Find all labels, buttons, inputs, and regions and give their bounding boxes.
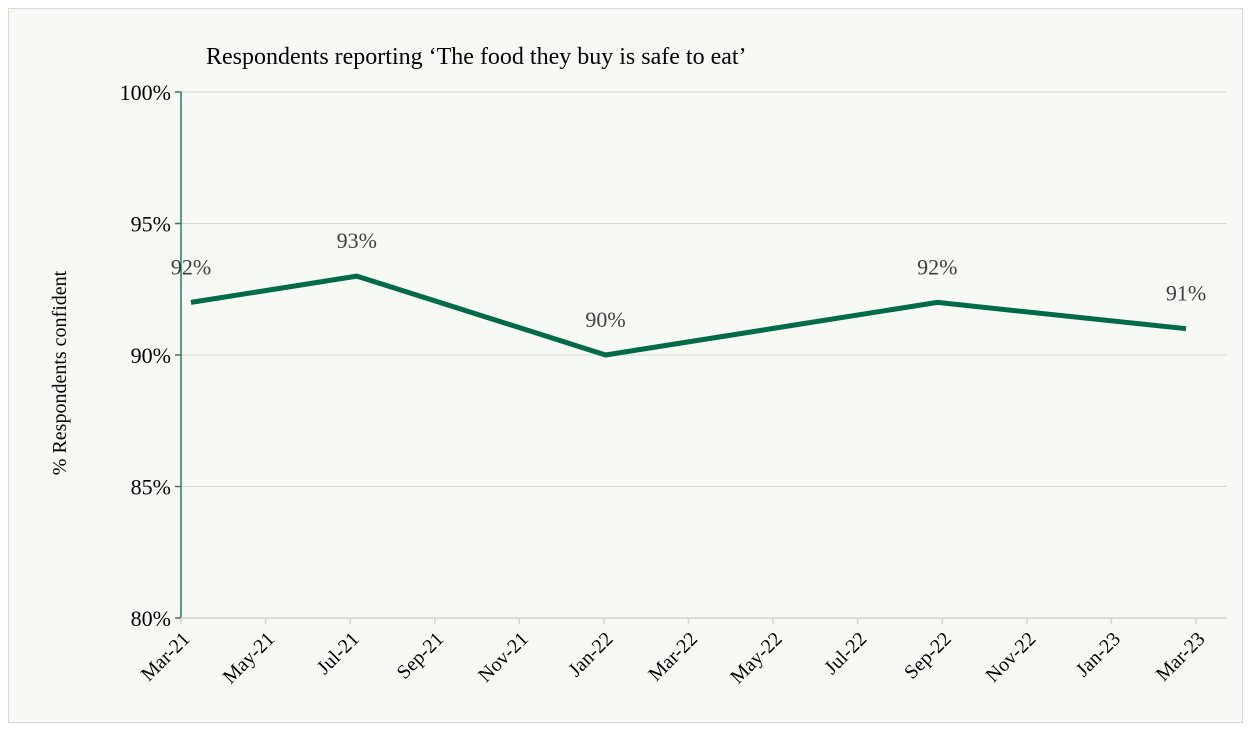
x-tick-label: Sep-22 bbox=[900, 628, 956, 684]
x-tick-label: Jul-22 bbox=[820, 628, 871, 679]
chart-container: Respondents reporting ‘The food they buy… bbox=[8, 8, 1243, 723]
y-tick-labels: 80% 85% 90% 95% 100% bbox=[120, 80, 171, 631]
data-label: 91% bbox=[1166, 281, 1206, 306]
x-tick-label: Jan-22 bbox=[564, 628, 617, 681]
x-tick-label: Nov-22 bbox=[982, 628, 1041, 687]
line-chart: Respondents reporting ‘The food they buy… bbox=[49, 44, 1227, 688]
series-layer bbox=[190, 273, 1187, 358]
x-tick-label: Jan-23 bbox=[1072, 628, 1125, 681]
y-tick-label: 90% bbox=[131, 343, 171, 368]
x-tick-label: May-21 bbox=[219, 628, 279, 688]
y-tick-label: 80% bbox=[131, 606, 171, 631]
x-tick-label: Mar-21 bbox=[137, 628, 195, 686]
y-tick-label: 85% bbox=[131, 475, 171, 500]
x-tick-label: Mar-22 bbox=[644, 628, 702, 686]
x-tick-label: May-22 bbox=[726, 628, 786, 688]
y-axis-title: % Respondents confident bbox=[49, 270, 71, 475]
data-label: 92% bbox=[171, 254, 211, 279]
x-tick-label: Nov-21 bbox=[474, 628, 533, 687]
axes bbox=[175, 91, 1227, 624]
gridlines bbox=[181, 91, 1227, 487]
x-tick-label: Mar-23 bbox=[1152, 628, 1210, 686]
data-label: 90% bbox=[585, 307, 625, 332]
data-label: 92% bbox=[917, 254, 957, 279]
x-tick-labels: Mar-21 May-21 Jul-21 Sep-21 Nov-21 Jan-22 Mar-… bbox=[137, 628, 1210, 688]
series-line bbox=[190, 273, 1187, 358]
x-tick-label: Jul-21 bbox=[313, 628, 364, 679]
y-tick-label: 95% bbox=[131, 212, 171, 237]
data-label: 93% bbox=[337, 228, 377, 253]
x-tick-label: Sep-21 bbox=[393, 628, 449, 684]
data-labels: 92% 93% 90% 92% 91% bbox=[171, 228, 1206, 332]
chart-title: Respondents reporting ‘The food they buy… bbox=[206, 44, 747, 70]
y-tick-label: 100% bbox=[120, 80, 171, 105]
